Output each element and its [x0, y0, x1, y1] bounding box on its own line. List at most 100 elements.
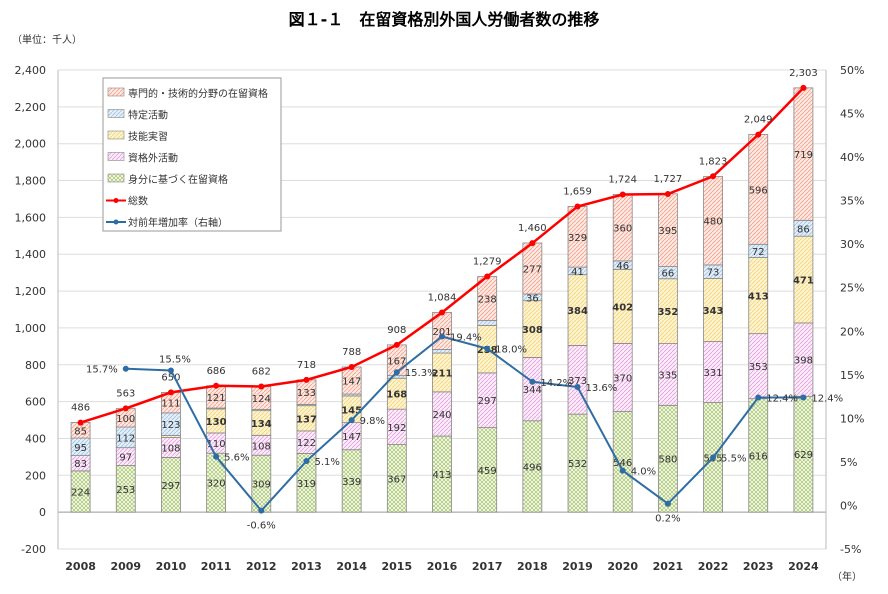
bar-value-label: 629 [794, 450, 813, 461]
bar-value-label: 130 [206, 417, 227, 428]
total-label: 908 [387, 325, 406, 336]
y-tick-label: 2,000 [15, 138, 47, 151]
total-label: 686 [207, 366, 226, 377]
total-label: 1,727 [654, 174, 683, 185]
total-label: 563 [116, 388, 135, 399]
total-point [439, 309, 445, 316]
total-point [755, 131, 762, 138]
bar-value-label: 331 [704, 368, 723, 379]
bar-value-label: 36 [526, 293, 539, 304]
y-tick-label: 1,400 [15, 248, 47, 261]
chart-title: 図１-１ 在留資格別外国人労働者数の推移 [288, 10, 600, 29]
legend-label: 特定活動 [128, 109, 168, 122]
total-label: 1,279 [473, 257, 502, 268]
bar-value-label: 398 [794, 356, 813, 367]
growth-label: 15.7% [86, 365, 118, 376]
bar-value-label: 95 [74, 443, 87, 454]
growth-point [303, 458, 310, 465]
y-tick-label: -200 [21, 543, 46, 556]
total-point [710, 173, 717, 180]
y-tick-label: 200 [25, 469, 46, 482]
growth-point [122, 365, 129, 372]
bar-value-label: 238 [478, 294, 497, 305]
bar-value-label: 413 [432, 470, 451, 481]
bar-value-label: 253 [116, 485, 135, 496]
bar-value-label: 83 [74, 459, 87, 470]
y2-tick-label: 10% [840, 412, 864, 425]
total-point [800, 84, 807, 91]
bar-value-label: 402 [612, 302, 633, 313]
bar-value-label: 124 [252, 394, 271, 405]
y-tick-label: 0 [39, 506, 46, 519]
y2-tick-label: 5% [840, 456, 857, 469]
legend-marker [113, 198, 119, 203]
legend-swatch [107, 87, 125, 97]
bar-value-label: 532 [568, 459, 587, 470]
y2-tick-label: 30% [840, 238, 864, 251]
legend-label: 技能実習 [128, 130, 168, 143]
bar-value-label: 335 [658, 370, 677, 381]
y-tick-label: 400 [25, 432, 46, 445]
x-tick-label: 2023 [743, 560, 774, 573]
bar-value-label: 123 [161, 420, 180, 431]
bar-value-label: 85 [74, 426, 87, 437]
total-label: 1,084 [428, 292, 457, 303]
growth-label: -0.6% [247, 521, 276, 532]
bar-segment [432, 349, 452, 354]
y2-tick-label: 15% [840, 369, 864, 382]
x-tick-label: 2012 [246, 560, 277, 573]
bar-value-label: 309 [252, 480, 271, 491]
bar-value-label: 110 [207, 439, 226, 450]
growth-point [664, 500, 671, 507]
total-label: 718 [297, 360, 316, 371]
bar-value-label: 41 [571, 267, 584, 278]
total-label: 2,303 [789, 68, 818, 79]
total-point [303, 376, 310, 383]
bar-value-label: 46 [616, 261, 629, 272]
growth-label: 4.0% [631, 467, 656, 478]
growth-point [619, 467, 626, 474]
total-point [664, 190, 671, 197]
bar-value-label: 100 [116, 414, 135, 425]
growth-point [213, 453, 220, 460]
growth-label: 5.5% [721, 454, 746, 465]
bar-value-label: 145 [341, 405, 362, 416]
total-point [529, 240, 536, 247]
y-tick-label: 1,600 [15, 211, 47, 224]
bar-value-label: 344 [523, 385, 542, 396]
growth-label: 15.5% [159, 354, 191, 365]
growth-line [125, 335, 804, 513]
legend-label: 対前年増加率（右軸） [128, 216, 228, 229]
bar-segment [477, 319, 498, 326]
total-point [167, 389, 174, 396]
growth-label: 15.3% [405, 368, 437, 379]
growth-point [484, 345, 491, 352]
bar-value-label: 339 [342, 477, 361, 488]
x-tick-label: 2015 [382, 560, 413, 573]
bar-value-label: 546 [613, 458, 632, 469]
growth-point [348, 417, 355, 424]
bar-value-label: 167 [387, 356, 406, 367]
bar-value-label: 111 [161, 399, 180, 410]
bar-value-label: 86 [797, 224, 810, 235]
bar-value-label: 395 [658, 226, 677, 237]
total-label: 1,724 [608, 175, 637, 186]
y-tick-label: 2,400 [15, 64, 47, 77]
legend-swatch [107, 109, 125, 118]
total-point [348, 363, 355, 370]
growth-point [755, 394, 762, 401]
bar-value-label: 719 [794, 150, 813, 161]
growth-point [439, 333, 445, 340]
x-tick-label: 2009 [110, 560, 141, 573]
bar-value-label: 319 [297, 479, 316, 490]
y-tick-label: 2,200 [15, 101, 47, 114]
bar-value-label: 471 [793, 276, 814, 287]
bar-value-label: 580 [658, 455, 677, 466]
growth-point [529, 378, 536, 385]
total-label: 1,460 [518, 223, 547, 234]
x-tick-label: 2019 [562, 560, 593, 573]
bar-value-label: 108 [252, 441, 271, 452]
bar-value-label: 121 [207, 393, 226, 404]
bar-value-label: 211 [432, 368, 453, 379]
bar-value-label: 224 [71, 488, 90, 499]
